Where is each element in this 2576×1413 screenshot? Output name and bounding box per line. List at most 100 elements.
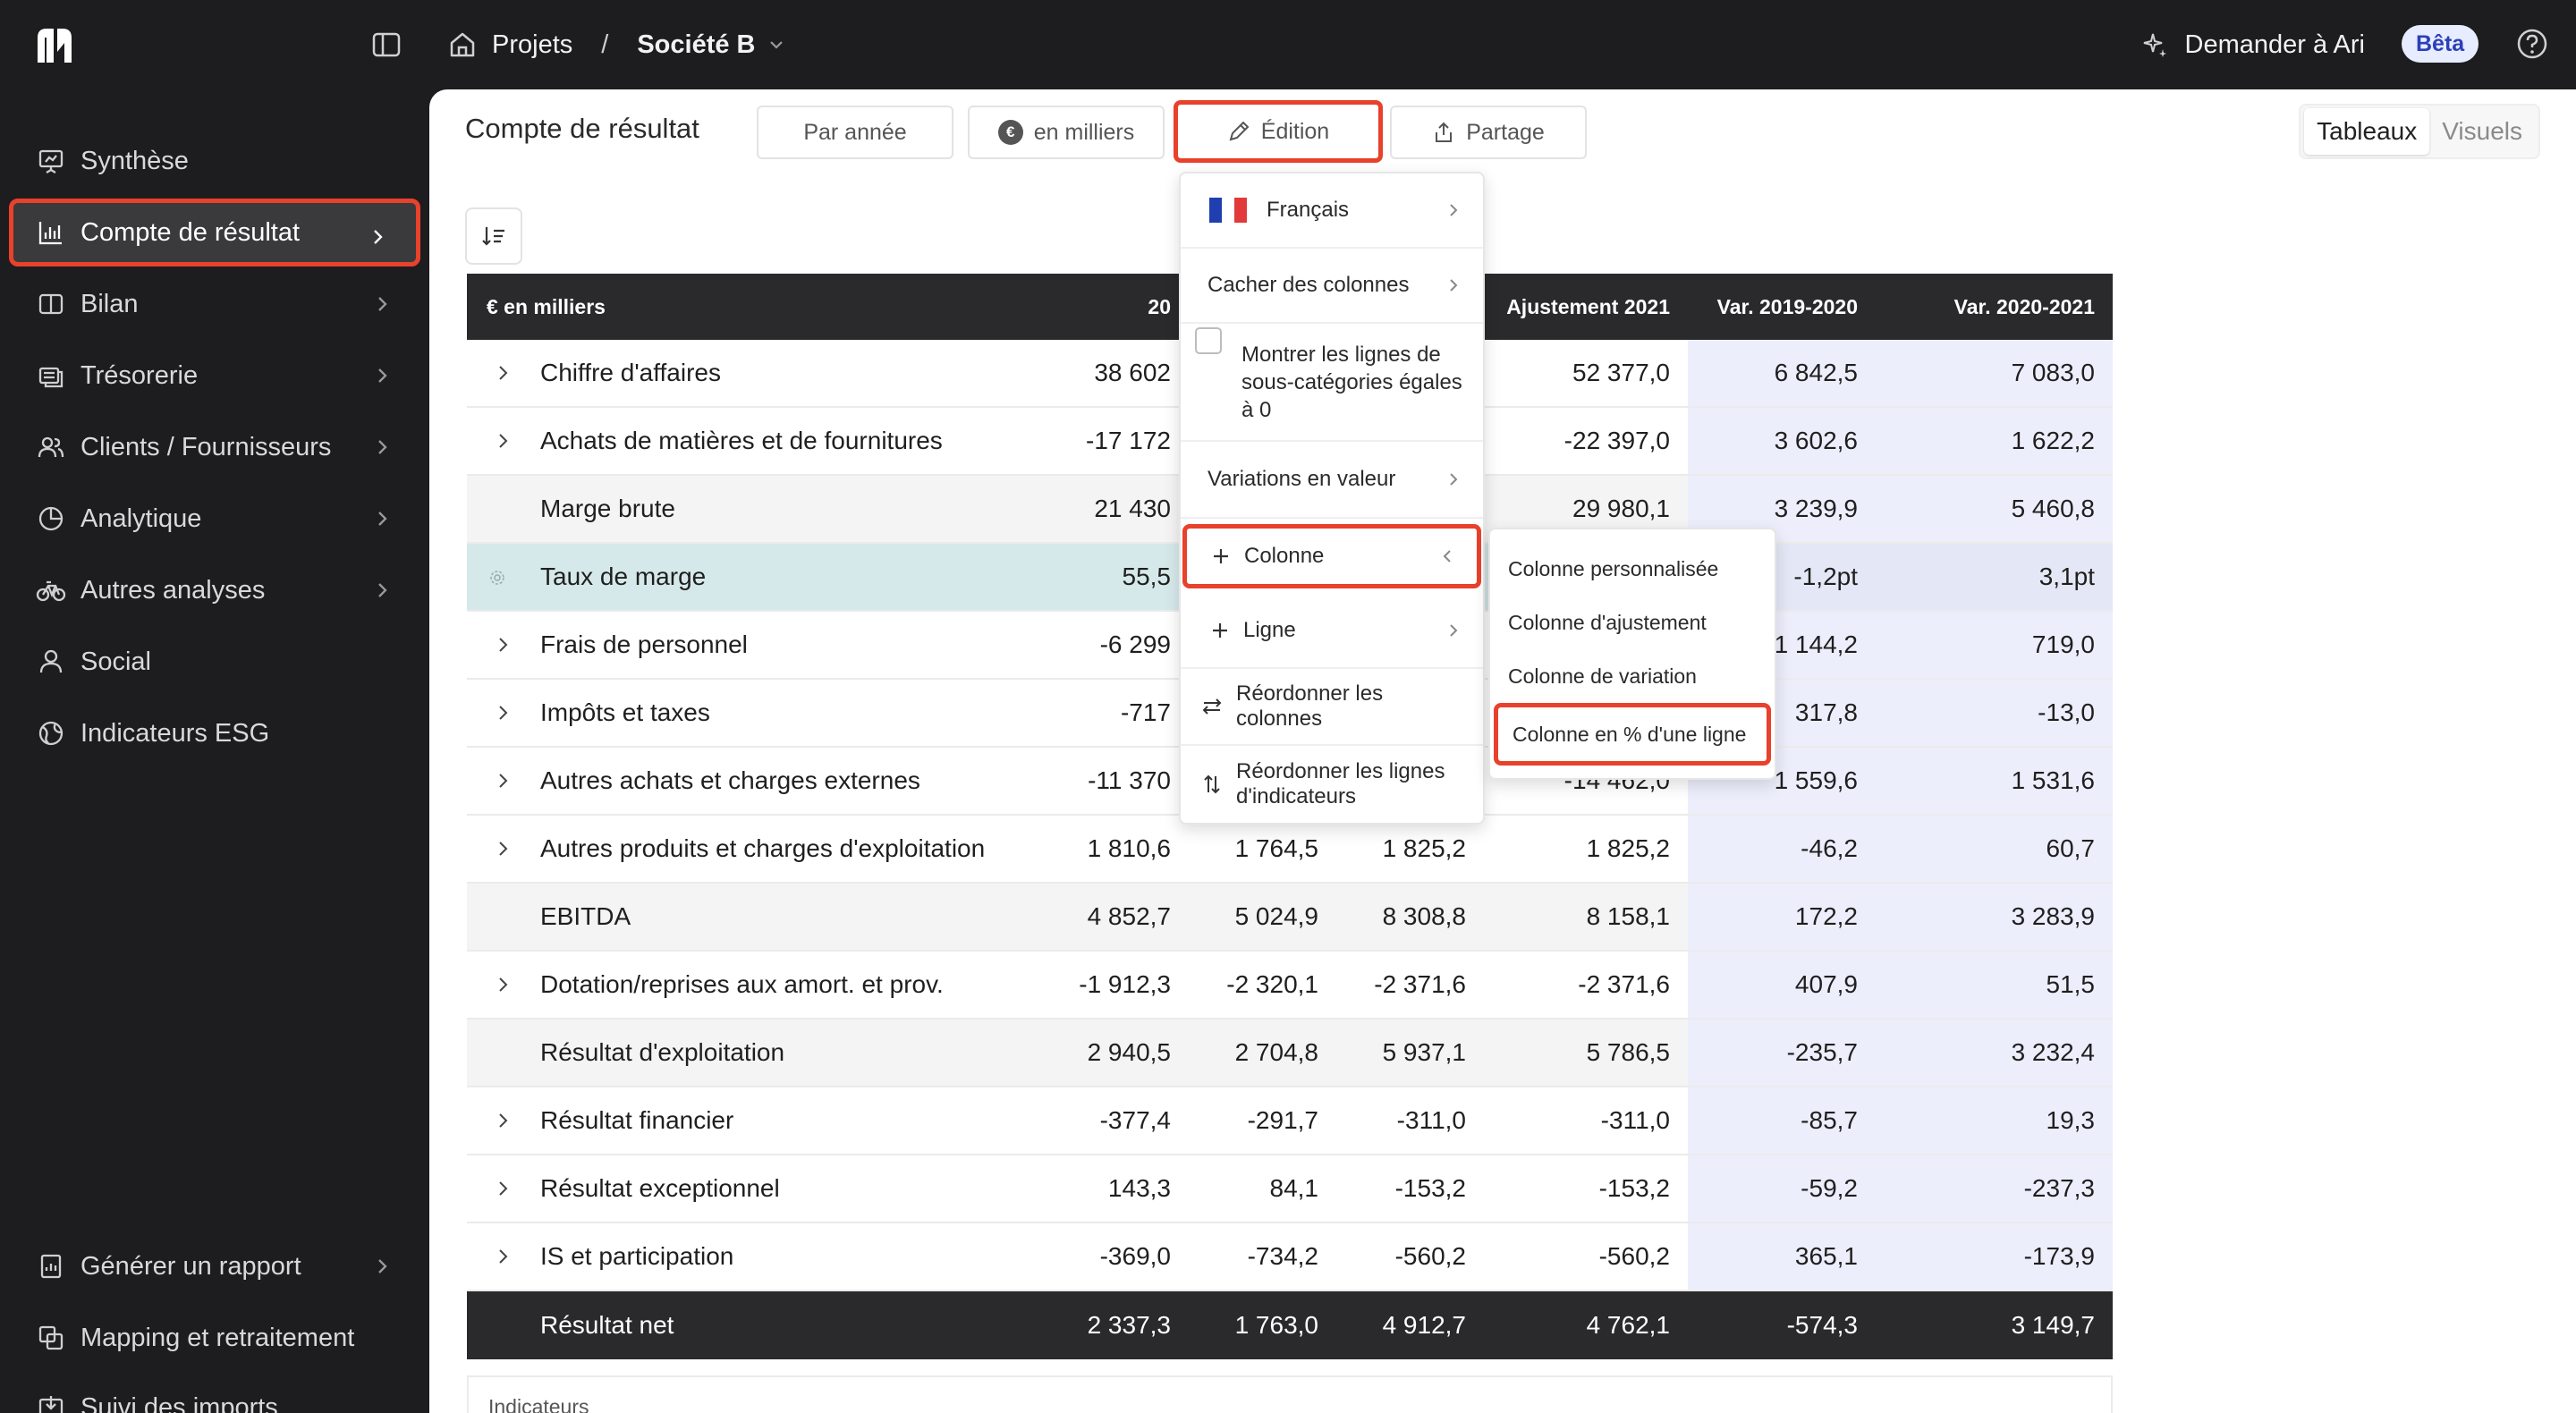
ask-ari-button[interactable]: Demander à Ari: [2140, 23, 2366, 66]
table-cell: 6 842,5: [1688, 340, 1876, 406]
table-cell: -291,7: [1247, 1106, 1318, 1134]
row-label: Résultat exceptionnel: [540, 1174, 780, 1202]
table-cell: -17 172: [1086, 427, 1171, 454]
sidebar-item-analytique[interactable]: Analytique: [9, 485, 420, 553]
table-cell: -6 299: [1099, 630, 1171, 658]
table-row: Résultat d'exploitation 2 940,5 2 704,8 5 9…: [467, 1020, 2113, 1087]
table-row[interactable]: Résultat exceptionnel 143,3 84,1 -153,2 -153…: [467, 1155, 2113, 1223]
menu-item-reorder-columns[interactable]: Réordonner les colonnes: [1181, 669, 1483, 746]
period-button-label: Par année: [803, 119, 907, 145]
sort-button[interactable]: [465, 207, 522, 265]
sidebar-item-label: Social: [80, 647, 151, 676]
chevron-right-icon[interactable]: [494, 1112, 512, 1130]
sidebar-item-compte-de-resultat[interactable]: Compte de résultat: [9, 199, 420, 267]
header-col-adjustment[interactable]: Ajustement 2021: [1506, 294, 1670, 318]
chevron-right-icon[interactable]: [494, 772, 512, 790]
gear-icon[interactable]: [488, 569, 506, 587]
header-col-var-2019-2020[interactable]: Var. 2019-2020: [1716, 294, 1858, 318]
sidebar-item-synthese[interactable]: Synthèse: [9, 127, 420, 195]
imports-icon: [38, 1396, 64, 1413]
unit-button[interactable]: € en milliers: [968, 106, 1165, 159]
submenu-item-percent-of-line-column[interactable]: Colonne en % d'une ligne: [1494, 703, 1771, 766]
header-col-var-2020-2021[interactable]: Var. 2020-2021: [1953, 294, 2095, 318]
table-row[interactable]: Dotation/reprises aux amort. et prov. -1 …: [467, 952, 2113, 1020]
row-label-cell: Résultat exceptionnel: [467, 1155, 1039, 1222]
help-icon[interactable]: [2515, 27, 2549, 61]
share-button[interactable]: Partage: [1390, 106, 1587, 159]
plus-icon: [1214, 549, 1228, 563]
chevron-down-icon[interactable]: [767, 35, 786, 55]
sidebar-item-clients-fournisseurs[interactable]: Clients / Fournisseurs: [9, 413, 420, 481]
submenu-item-adjustment-column[interactable]: Colonne d'ajustement: [1508, 610, 1707, 634]
row-label: EBITDA: [540, 902, 631, 930]
ask-ari-label: Demander à Ari: [2184, 30, 2366, 59]
chevron-right-icon: [1450, 473, 1458, 486]
app-logo-icon[interactable]: [34, 25, 75, 66]
chevron-right-icon[interactable]: [494, 704, 512, 722]
table-cell: 8 158,1: [1586, 902, 1670, 930]
header-col-1[interactable]: 20: [1148, 294, 1171, 318]
chevron-right-icon[interactable]: [494, 976, 512, 994]
sidebar-item-label: Générer un rapport: [80, 1251, 301, 1281]
swap-vertical-icon: [1204, 774, 1220, 794]
table-cell: -560,2: [1598, 1242, 1670, 1270]
pie-icon: [38, 506, 64, 531]
sidebar-item-tresorerie[interactable]: Trésorerie: [9, 342, 420, 410]
menu-item-reorder-rows[interactable]: Réordonner les lignes d'indicateurs: [1181, 746, 1483, 823]
row-label: Résultat d'exploitation: [540, 1038, 785, 1066]
tab-visuels[interactable]: Visuels: [2442, 117, 2522, 145]
indicators-section[interactable]: Indicateurs: [467, 1375, 2113, 1413]
menu-item-hide-columns[interactable]: Cacher des colonnes: [1181, 249, 1483, 324]
table-cell: 3 149,7: [2011, 1311, 2095, 1339]
submenu-item-variation-column[interactable]: Colonne de variation: [1508, 664, 1697, 688]
sidebar-item-mapping[interactable]: Mapping et retraitement: [9, 1304, 420, 1372]
row-label: Autres achats et charges externes: [540, 766, 920, 794]
row-label: Chiffre d'affaires: [540, 359, 721, 386]
bar-chart-icon: [38, 222, 62, 245]
menu-item-column[interactable]: Colonne: [1182, 524, 1481, 588]
sidebar-item-autres-analyses[interactable]: Autres analyses: [9, 556, 420, 624]
chevron-right-icon[interactable]: [494, 364, 512, 382]
table-row[interactable]: Résultat financier -377,4 -291,7 -311,0 -311…: [467, 1087, 2113, 1155]
sidebar-item-indicateurs-esg[interactable]: Indicateurs ESG: [9, 699, 420, 767]
french-flag-icon: [1209, 198, 1247, 223]
table-cell: -574,3: [1786, 1311, 1858, 1339]
table-cell: 4 762,1: [1586, 1311, 1670, 1339]
chevron-right-icon[interactable]: [494, 432, 512, 450]
columns-icon: [38, 293, 64, 315]
table-row[interactable]: Autres produits et charges d'exploitatio…: [467, 816, 2113, 884]
chevron-right-icon[interactable]: [494, 840, 512, 858]
menu-item-language[interactable]: Français: [1181, 173, 1483, 249]
breadcrumb-projects[interactable]: Projets: [492, 30, 573, 59]
sidebar-item-social[interactable]: Social: [9, 628, 420, 696]
swap-horizontal-icon: [1202, 698, 1222, 715]
chevron-right-icon[interactable]: [494, 636, 512, 654]
menu-item-line[interactable]: Ligne: [1181, 594, 1483, 669]
sidebar-item-suivi-imports[interactable]: Suivi des imports: [9, 1374, 420, 1413]
sidebar-item-generer-rapport[interactable]: Générer un rapport: [9, 1232, 420, 1300]
menu-item-show-zero-rows[interactable]: Montrer les lignes de sous-catégories ég…: [1181, 324, 1483, 442]
chevron-right-icon: [378, 583, 387, 597]
chevron-right-icon[interactable]: [494, 1180, 512, 1197]
row-label-cell: Dotation/reprises aux amort. et prov.: [467, 952, 1039, 1018]
sidebar-toggle-icon[interactable]: [369, 27, 404, 63]
period-button[interactable]: Par année: [757, 106, 953, 159]
menu-item-variations[interactable]: Variations en valeur: [1181, 442, 1483, 519]
tab-tableaux[interactable]: Tableaux: [2304, 108, 2430, 155]
table-cell: -2 371,6: [1374, 970, 1466, 998]
edit-button[interactable]: Édition: [1174, 100, 1383, 163]
sidebar-item-label: Clients / Fournisseurs: [80, 432, 332, 461]
chevron-right-icon[interactable]: [494, 1248, 512, 1265]
person-icon: [39, 649, 63, 673]
row-label: Impôts et taxes: [540, 698, 710, 726]
sidebar-item-bilan[interactable]: Bilan: [9, 270, 420, 338]
show-zero-rows-checkbox[interactable]: [1195, 327, 1222, 354]
submenu-item-custom-column[interactable]: Colonne personnalisée: [1508, 556, 1719, 580]
home-icon[interactable]: [447, 30, 478, 60]
euro-icon: €: [997, 120, 1023, 145]
edit-menu: Français Cacher des colonnes Montrer les…: [1179, 172, 1485, 825]
table-cell: -237,3: [1876, 1155, 2113, 1222]
edit-button-label: Édition: [1260, 118, 1330, 144]
table-row[interactable]: IS et participation -369,0 -734,2 -560,2 -56…: [467, 1223, 2113, 1291]
breadcrumb-company[interactable]: Société B: [637, 30, 756, 59]
